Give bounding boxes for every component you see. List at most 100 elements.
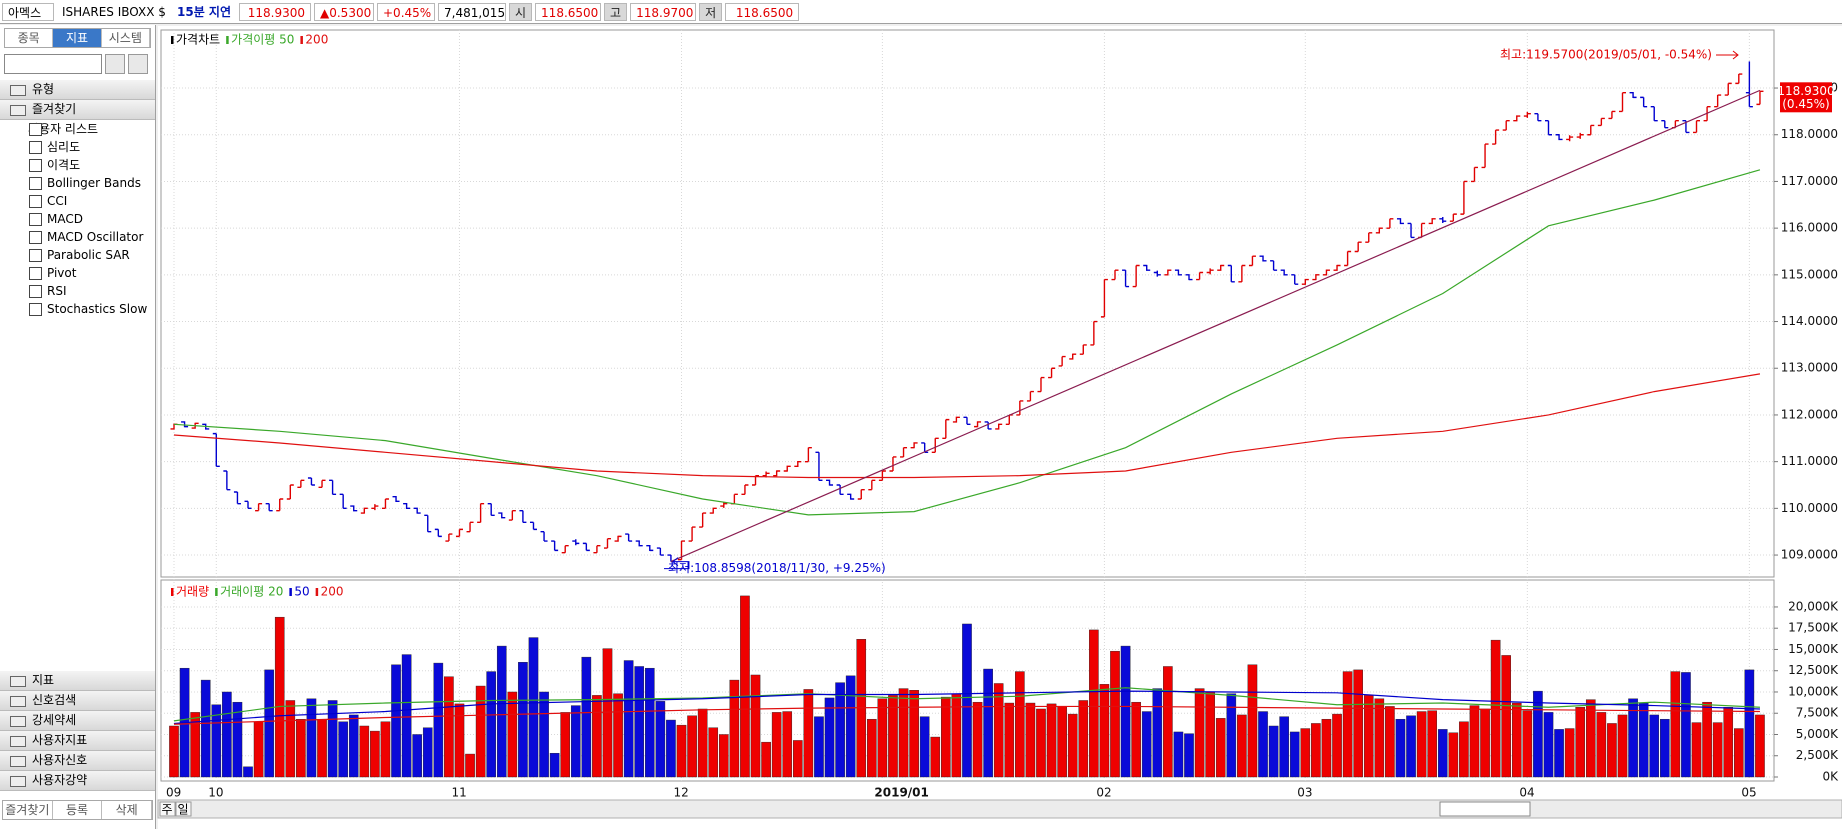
price-bar: [1661, 120, 1669, 129]
sidebar-tab[interactable]: 종목: [5, 29, 54, 47]
price-bar: [1407, 222, 1415, 239]
volume-bar: [1575, 707, 1586, 778]
refresh-button[interactable]: [105, 54, 125, 74]
moving-average-line: [173, 373, 1761, 479]
volume-bar: [1163, 666, 1173, 778]
indicator-item[interactable]: MACD: [0, 210, 155, 228]
volume-bar: [1374, 698, 1385, 778]
volume-bar: [1406, 715, 1416, 778]
volume-bar: [1110, 650, 1120, 778]
price-bar: [1629, 92, 1637, 99]
bottom-tab[interactable]: 등록: [53, 801, 103, 819]
section-header[interactable]: 사용자지표: [0, 731, 155, 751]
legend-label: 200: [321, 585, 344, 599]
volume-bar: [941, 696, 951, 778]
sidebar-tab[interactable]: 지표: [53, 29, 102, 47]
indicator-item[interactable]: MACD Oscillator: [0, 228, 155, 246]
y-tick-label: 12,500K: [1788, 663, 1839, 677]
indicator-item[interactable]: CCI: [0, 192, 155, 210]
price-bar: [1481, 143, 1489, 169]
search-input[interactable]: [4, 54, 102, 74]
price-bar: [1502, 120, 1510, 131]
section-header[interactable]: 사용자신호: [0, 751, 155, 771]
sidebar-tab[interactable]: 시스템: [102, 29, 150, 47]
indicator-item[interactable]: Parabolic SAR: [0, 246, 155, 264]
volume-bar: [909, 690, 919, 778]
price-bar: [1650, 106, 1658, 122]
y-tick-label: 117.0000: [1781, 174, 1838, 188]
indicator-item[interactable]: RSI: [0, 282, 155, 300]
save-button[interactable]: [128, 54, 148, 74]
volume-bar: [1617, 714, 1628, 778]
volume-bar: [1342, 671, 1353, 778]
price-bar: [868, 479, 876, 491]
section-header[interactable]: 유형: [0, 80, 155, 100]
volume-bar: [1712, 722, 1723, 778]
price-bar: [1248, 255, 1256, 267]
volume-bar: [465, 753, 475, 778]
volume-bar: [253, 721, 264, 778]
volume-bar: [750, 674, 761, 778]
indicator-item[interactable]: 이격도: [0, 156, 155, 174]
open-label: 시: [509, 2, 533, 21]
y-tick-label: 119.0000: [1781, 81, 1838, 95]
price-bar: [297, 479, 305, 489]
scroll-thumb[interactable]: [1439, 801, 1531, 817]
section-header[interactable]: 지표: [0, 671, 155, 691]
y-tick-label: 2,500K: [1796, 748, 1839, 762]
price-bar: [170, 423, 178, 430]
volume-bar: [972, 701, 983, 778]
user-list[interactable]: 사용자 리스트: [0, 120, 155, 138]
volume-bar: [1501, 655, 1511, 778]
volume-bar: [983, 668, 993, 778]
period-button-box[interactable]: [175, 801, 192, 817]
bottom-tab[interactable]: 삭제: [102, 801, 153, 819]
section-header[interactable]: 신호검색: [0, 691, 155, 711]
volume-bar: [306, 698, 317, 778]
volume-bar: [338, 721, 348, 778]
volume-bar: [1691, 722, 1702, 778]
y-tick-label: 10,000K: [1788, 684, 1839, 698]
price-bar: [403, 502, 411, 510]
volume-bar: [1649, 714, 1660, 778]
volume-bar: [898, 688, 909, 778]
section-header[interactable]: 사용자강약: [0, 771, 155, 791]
indicator-item[interactable]: Pivot: [0, 264, 155, 282]
volume-bar: [919, 716, 930, 778]
volume-bar: [1215, 718, 1226, 778]
price-bar: [339, 493, 347, 510]
price-bar: [720, 501, 728, 508]
volume-bar: [1628, 698, 1638, 778]
price-bar: [878, 470, 886, 482]
y-tick-label: 15,000K: [1788, 642, 1839, 656]
price-panel: [160, 29, 1775, 578]
bottom-sections: 지표 신호검색 강세약세 사용자지표 사용자신호 사용자강약: [0, 671, 155, 791]
y-tick-label: 17,500K: [1788, 621, 1839, 635]
bottom-tab[interactable]: 즐겨찾기: [3, 801, 53, 819]
y-tick-label: 109.0000: [1781, 548, 1838, 562]
price-bar: [233, 491, 241, 505]
volume-bar: [718, 734, 729, 778]
price-bar: [202, 423, 210, 430]
period-button-box[interactable]: [159, 801, 176, 817]
indicator-list: 심리도 이격도 Bollinger Bands CCI MACD MACD Oscilla…: [0, 138, 155, 318]
price-bar: [1608, 110, 1616, 120]
indicator-item[interactable]: Stochastics Slow: [0, 300, 155, 318]
price-bar: [1671, 120, 1679, 129]
indicator-item[interactable]: Bollinger Bands: [0, 174, 155, 192]
volume-bar: [1469, 705, 1480, 778]
volume-bar: [391, 664, 401, 778]
section-header[interactable]: 즐겨찾기: [0, 100, 155, 120]
price-bar: [931, 437, 939, 454]
price-bar: [1523, 111, 1531, 118]
section-header[interactable]: 강세약세: [0, 711, 155, 731]
symbol[interactable]: ISHARES IBOXX $ I: [62, 4, 169, 19]
price-bar: [244, 500, 252, 510]
price-bar: [498, 512, 506, 519]
price-bar: [709, 507, 717, 514]
indicator-item[interactable]: 심리도: [0, 138, 155, 156]
price-bar: [1428, 218, 1436, 225]
volume-bar: [993, 683, 1004, 778]
price-bar: [455, 528, 463, 538]
legend-swatch: [226, 36, 229, 44]
